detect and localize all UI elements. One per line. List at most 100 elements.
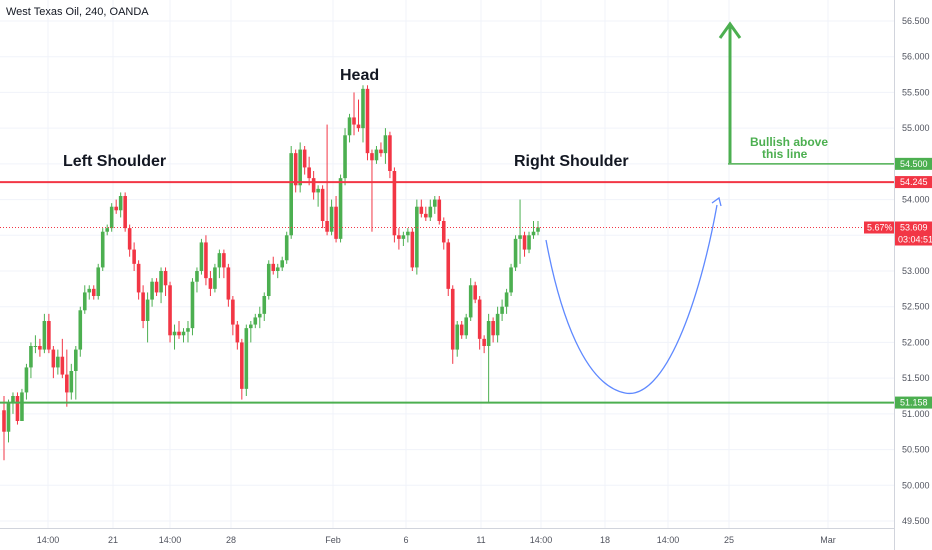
candle <box>495 306 500 343</box>
candle-body <box>78 310 83 350</box>
candle-body <box>257 313 262 318</box>
candle-body <box>374 149 379 161</box>
candle-body <box>486 321 491 346</box>
time-tick-label: 14:00 <box>530 535 553 545</box>
candle <box>150 278 154 307</box>
annotation-bullish-line2: this line <box>762 147 808 161</box>
candle <box>42 313 47 354</box>
candle-body <box>455 324 460 350</box>
candle-body <box>38 346 42 350</box>
price-tick-label: 52.000 <box>902 337 930 347</box>
candle <box>298 142 302 193</box>
candle-body <box>477 299 482 339</box>
candle-body <box>186 328 190 332</box>
candle <box>231 296 235 336</box>
candle <box>24 363 29 400</box>
candle-body <box>320 188 325 221</box>
candle-body <box>109 206 114 229</box>
candle <box>522 231 527 257</box>
candle-body <box>56 356 60 368</box>
candle <box>168 281 172 343</box>
candle-body <box>154 281 159 293</box>
time-tick-label: Feb <box>325 535 341 545</box>
time-tick-label: 6 <box>403 535 408 545</box>
candle-body <box>217 253 222 268</box>
candle-body <box>473 285 477 300</box>
candle-body <box>406 231 410 236</box>
candle <box>172 324 177 350</box>
candle <box>352 92 356 136</box>
candle <box>190 278 195 336</box>
candle-body <box>231 299 235 325</box>
svg-text:54.245: 54.245 <box>900 177 928 187</box>
candle <box>370 149 374 232</box>
candle <box>65 349 69 407</box>
price-tick-label: 49.500 <box>902 516 930 526</box>
time-tick-label: Mar <box>820 535 836 545</box>
candle <box>415 199 419 275</box>
candle <box>450 285 455 364</box>
candle <box>392 167 397 243</box>
candle <box>325 124 329 236</box>
candle <box>284 231 289 264</box>
candle <box>163 267 168 296</box>
projection-arrowhead-icon <box>711 196 722 207</box>
candle-body <box>51 349 56 368</box>
candle <box>154 278 159 296</box>
candle-body <box>159 271 163 293</box>
bullish-arrow-head-icon <box>718 21 742 39</box>
candle-body <box>410 231 415 268</box>
candle-body <box>298 149 302 186</box>
candle-body <box>437 199 442 221</box>
candle-body <box>240 342 244 389</box>
candle <box>424 206 428 221</box>
candle <box>383 128 388 164</box>
candle <box>482 335 486 354</box>
candle <box>56 349 60 375</box>
candle <box>374 146 379 164</box>
candle-body <box>388 135 392 171</box>
candle-body <box>141 292 145 321</box>
candle-body <box>145 299 150 321</box>
price-tick-label: 51.000 <box>902 409 930 419</box>
annotation-bullish-line1: Bullish above <box>750 135 828 149</box>
candle-body <box>432 199 437 207</box>
candle-body <box>163 271 168 286</box>
candle <box>459 321 464 339</box>
candle-body <box>522 235 527 250</box>
price-tick-label: 52.500 <box>902 302 930 312</box>
candle-body <box>343 135 347 179</box>
candle-body <box>509 267 513 293</box>
candle <box>316 185 320 207</box>
candle-body <box>105 228 110 232</box>
candle-body <box>123 196 127 229</box>
candle <box>96 263 101 300</box>
candle-body <box>172 331 177 336</box>
time-tick-label: 14:00 <box>657 535 680 545</box>
price-tick-label: 50.000 <box>902 480 930 490</box>
candle-body <box>531 231 536 236</box>
candle-body <box>325 221 329 232</box>
candle-body <box>482 338 486 346</box>
candle <box>302 146 307 175</box>
candle-body <box>383 135 388 154</box>
candle <box>51 346 56 379</box>
candle-body <box>518 235 522 239</box>
projection-curve[interactable] <box>545 204 718 394</box>
time-tick-label: 28 <box>226 535 236 545</box>
candle <box>33 335 38 354</box>
price-tick-label: 56.000 <box>902 52 930 62</box>
candle-body <box>253 317 258 325</box>
candle-body <box>459 324 464 336</box>
candle-body <box>311 178 316 193</box>
candle-body <box>316 188 320 193</box>
candle <box>257 306 262 329</box>
candle-body <box>69 371 74 393</box>
candle <box>289 146 293 239</box>
svg-text:03:04:51: 03:04:51 <box>898 235 932 245</box>
candle-body <box>262 296 267 314</box>
candle-body <box>199 242 204 271</box>
candle <box>491 317 495 343</box>
candle <box>428 199 433 221</box>
